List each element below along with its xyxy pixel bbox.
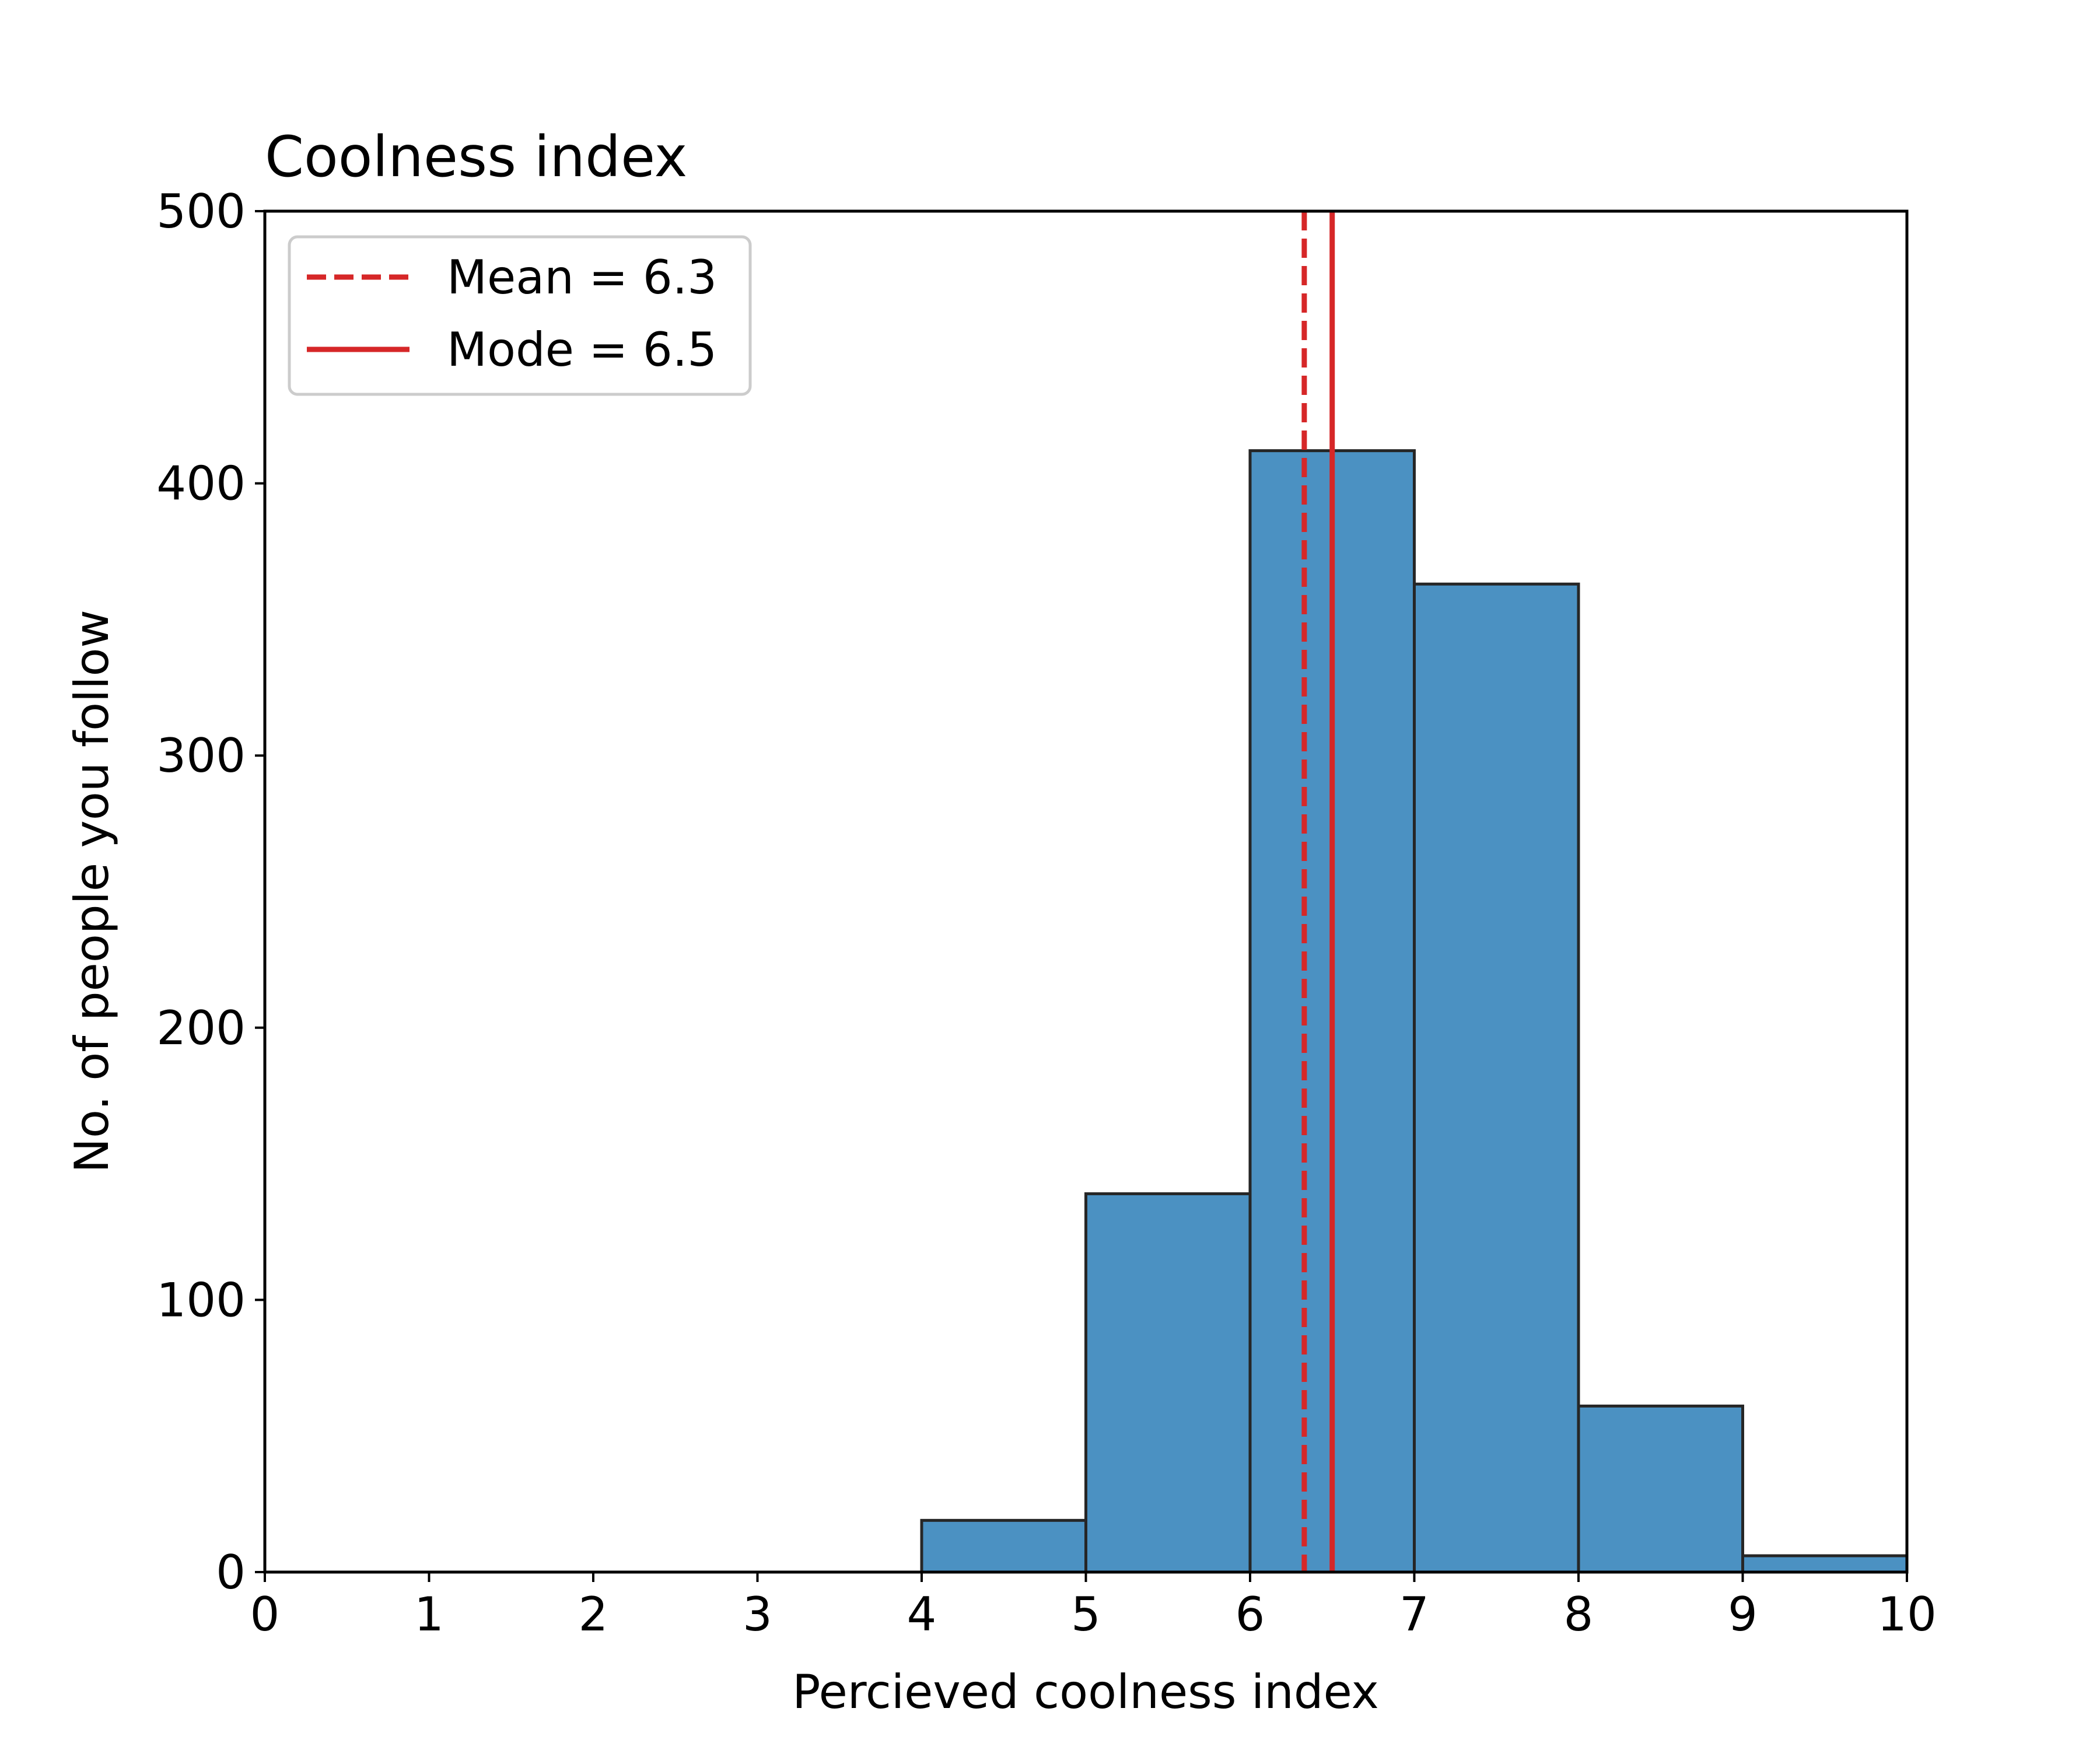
y-tick-label-5: 500 [156, 184, 246, 239]
histogram-bar-4 [1577, 1404, 1744, 1574]
y-tick-label-2: 200 [156, 1001, 246, 1055]
y-tick-label-3: 300 [156, 729, 246, 783]
histogram-bar-1 [1084, 1192, 1252, 1574]
x-tick-label-9: 9 [1728, 1587, 1758, 1642]
histogram-bar-5 [1741, 1554, 1909, 1574]
y-axis-ticks: 0 100 200 300 400 500 [156, 184, 265, 1600]
y-tick-label-1: 100 [156, 1273, 246, 1327]
x-tick-label-8: 8 [1564, 1587, 1594, 1642]
reference-lines [1301, 211, 1335, 1572]
y-tick-label-0: 0 [216, 1545, 246, 1600]
y-tick-label-4: 400 [156, 457, 246, 511]
legend-mode-label: Mode = 6.5 [447, 323, 717, 377]
histogram-bar-3 [1413, 582, 1580, 1574]
x-tick-label-0: 0 [250, 1587, 280, 1642]
legend: Mean = 6.3 Mode = 6.5 [288, 235, 752, 396]
x-axis-label: Percieved coolness index [792, 1665, 1379, 1719]
x-tick-label-1: 1 [414, 1587, 444, 1642]
x-tick-label-2: 2 [579, 1587, 608, 1642]
x-tick-label-5: 5 [1071, 1587, 1101, 1642]
x-tick-label-6: 6 [1236, 1587, 1265, 1642]
histogram-bar-0 [920, 1518, 1087, 1574]
x-tick-label-4: 4 [907, 1587, 937, 1642]
x-axis-ticks: 0 1 2 3 4 5 6 7 8 9 10 [250, 1572, 1937, 1642]
x-tick-label-7: 7 [1399, 1587, 1429, 1642]
y-axis-label: No. of people you follow [65, 610, 119, 1173]
legend-mean-label: Mean = 6.3 [447, 250, 717, 304]
x-tick-label-3: 3 [743, 1587, 772, 1642]
chart-title: Coolness index [265, 124, 687, 190]
x-tick-label-10: 10 [1877, 1587, 1937, 1642]
